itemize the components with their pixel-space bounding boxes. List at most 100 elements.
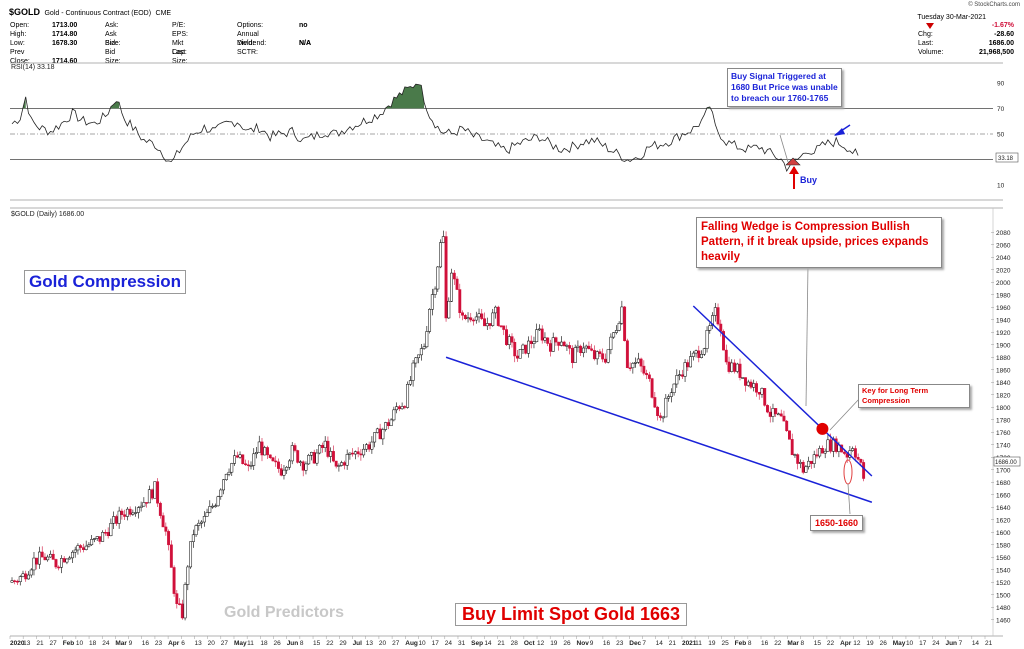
price-candle — [65, 558, 69, 563]
price-candle — [299, 461, 302, 464]
price-bars — [10, 230, 866, 621]
price-candle — [650, 378, 654, 398]
price-candle — [49, 553, 52, 558]
price-tick-label: 1760 — [996, 430, 1011, 437]
price-tick-label: 1820 — [996, 392, 1011, 399]
price-candle — [741, 377, 745, 379]
price-candle — [463, 315, 467, 320]
price-candle — [183, 584, 187, 619]
price-candle — [700, 354, 703, 358]
price-candle — [807, 460, 811, 468]
price-candle — [309, 452, 313, 456]
price-candle — [70, 551, 74, 559]
price-candle — [505, 329, 508, 345]
price-candle — [301, 461, 305, 471]
price-candle — [430, 294, 434, 310]
price-candle — [724, 349, 728, 363]
x-tick-label: 27 — [50, 640, 58, 647]
price-candle — [114, 516, 118, 524]
price-candle — [647, 374, 651, 379]
price-candle — [798, 461, 802, 464]
price-candle — [205, 512, 209, 517]
x-tick-label: Sep — [471, 640, 483, 647]
price-candle — [345, 454, 349, 466]
price-candle — [156, 481, 160, 504]
price-tick-label: 1660 — [996, 492, 1011, 499]
price-tick-label: 1480 — [996, 605, 1011, 612]
price-tick-label: 1600 — [996, 530, 1011, 537]
quote-summary-field: Volume: 21,968,500 — [918, 49, 1014, 56]
price-tick-label: 1920 — [996, 330, 1011, 337]
price-candle — [139, 505, 143, 508]
price-candle — [186, 566, 190, 585]
price-candle — [158, 502, 162, 516]
x-tick-label: Jul — [353, 640, 363, 647]
price-candle — [175, 593, 179, 604]
x-tick-label: 20 — [379, 640, 387, 647]
x-tick-label: 17 — [432, 640, 440, 647]
price-candle — [730, 362, 734, 372]
price-candle — [244, 463, 247, 465]
price-candle — [76, 545, 80, 551]
price-candle — [757, 392, 761, 395]
price-candle — [788, 430, 791, 440]
price-candle — [766, 405, 769, 413]
price-candle — [667, 396, 671, 399]
price-candle — [642, 365, 646, 374]
price-candle — [211, 505, 214, 508]
price-candle — [38, 551, 41, 565]
price-candle — [584, 345, 588, 349]
x-tick-label: 15 — [313, 640, 321, 647]
price-candle — [455, 278, 459, 290]
price-candle — [425, 331, 429, 348]
price-candle — [502, 325, 506, 330]
price-candle — [375, 428, 379, 433]
price-candle — [90, 539, 94, 546]
price-candle — [645, 373, 649, 376]
price-candle — [452, 272, 456, 280]
price-candle — [414, 357, 418, 364]
x-tick-label: Mar — [787, 640, 799, 647]
price-tick-label: 1940 — [996, 317, 1011, 324]
price-value-tag: 1686.00 — [993, 456, 1021, 467]
price-candle — [529, 340, 533, 344]
price-candle — [411, 362, 415, 381]
price-candle — [117, 510, 121, 524]
price-candle — [658, 415, 662, 418]
price-candle — [617, 322, 621, 331]
price-candle — [164, 526, 168, 532]
price-label: $GOLD (Daily) 1686.00 — [11, 211, 84, 218]
price-candle — [823, 450, 827, 454]
price-candle — [54, 559, 58, 568]
price-candle — [353, 451, 357, 455]
price-candle — [573, 347, 577, 363]
range-callout: 1650-1660 — [810, 515, 864, 531]
price-candle — [342, 462, 346, 466]
price-tick-label: 1980 — [996, 292, 1011, 299]
price-candle — [120, 510, 124, 515]
quote-date: Tuesday 30-Mar-2021 — [917, 14, 986, 21]
x-tick-label: 26 — [274, 640, 282, 647]
price-candle — [230, 463, 234, 473]
x-tick-label: 10 — [76, 640, 84, 647]
price-candle — [161, 515, 165, 528]
price-tick-label: 1800 — [996, 405, 1011, 412]
price-candle — [620, 306, 624, 324]
rsi-levels — [10, 108, 993, 160]
range-callout-pointer — [847, 483, 851, 515]
price-candle — [636, 358, 640, 363]
price-tick-label: 1880 — [996, 355, 1011, 362]
price-candle — [24, 573, 28, 580]
price-candle — [400, 406, 404, 410]
price-candle — [29, 569, 33, 576]
x-tick-label: 14 — [972, 640, 980, 647]
price-candle — [81, 547, 85, 550]
price-candle — [625, 340, 629, 369]
price-candle — [288, 460, 291, 468]
price-candle — [323, 440, 327, 448]
price-candle — [106, 532, 110, 537]
price-candle — [293, 445, 297, 451]
x-tick-label: 14 — [484, 640, 492, 647]
buy-limit-box: Buy Limit Spot Gold 1663 — [455, 603, 688, 626]
price-candle — [713, 307, 717, 316]
